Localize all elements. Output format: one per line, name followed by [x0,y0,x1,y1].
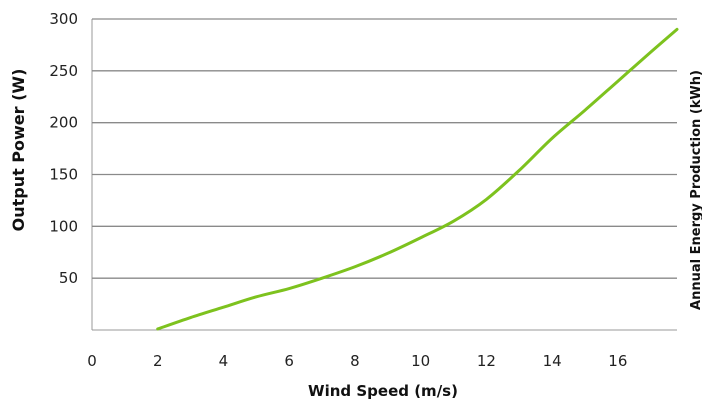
y-tick-label: 150 [49,166,78,184]
x-tick-label: 8 [350,352,360,370]
x-tick-label: 0 [87,352,97,370]
grid-lines [92,18,677,279]
series-lines [156,27,679,331]
secondary-y-axis-title: Annual Energy Production (kWh) [689,70,702,310]
x-tick-label: 14 [543,352,562,370]
x-tick-label: 12 [477,352,496,370]
x-tick-label: 4 [219,352,229,370]
x-tick-label: 6 [284,352,294,370]
y-tick-label: 300 [49,10,78,28]
y-tick-labels: 50 100 150 200 250 300 [49,10,78,287]
x-tick-labels: 0 2 4 6 8 10 12 14 16 [87,352,627,370]
x-tick-label: 10 [411,352,430,370]
x-tick-label: 2 [153,352,163,370]
y-tick-label: 50 [59,269,78,287]
series-line [156,27,679,331]
x-axis-title: Wind Speed (m/s) [308,382,458,400]
y-axis-title: Output Power (W) [9,69,28,232]
x-tick-label: 16 [608,352,627,370]
y-tick-label: 250 [49,62,78,80]
y-tick-label: 200 [49,114,78,132]
y-tick-label: 100 [49,217,78,235]
